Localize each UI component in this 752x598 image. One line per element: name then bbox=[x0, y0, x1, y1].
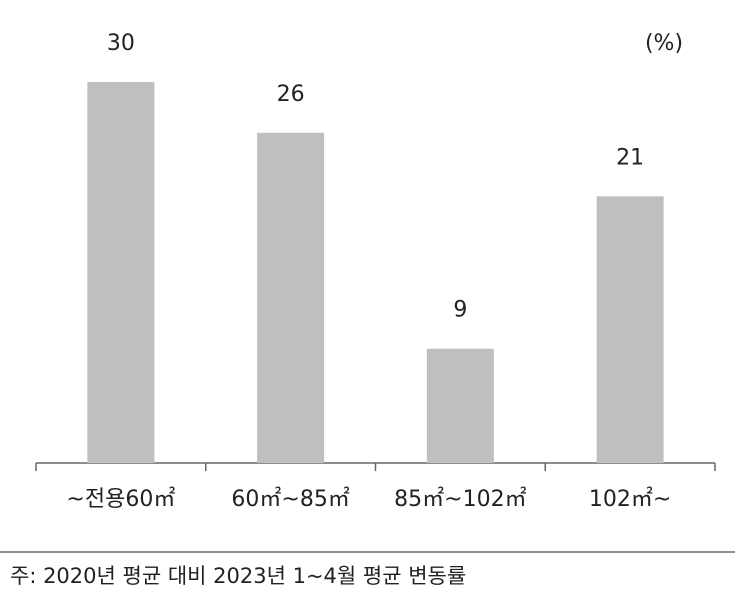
bar bbox=[426, 348, 494, 463]
data-label: 30 bbox=[107, 31, 135, 56]
data-label: 26 bbox=[277, 82, 305, 107]
unit-label: (%) bbox=[645, 31, 683, 56]
data-label: 21 bbox=[616, 145, 644, 170]
data-label: 9 bbox=[453, 298, 467, 323]
x-tick-label: 60㎡~85㎡ bbox=[231, 486, 349, 512]
note: 주: 2020년 평균 대비 2023년 1~4월 평균 변동률 bbox=[10, 564, 466, 588]
bar bbox=[87, 82, 155, 463]
x-tick-label: 85㎡~102㎡ bbox=[394, 486, 526, 512]
bar bbox=[257, 132, 325, 464]
x-tick-label: 102㎡~ bbox=[589, 486, 671, 512]
x-tick-label: ~전용60㎡ bbox=[66, 486, 175, 512]
bar bbox=[596, 196, 664, 464]
